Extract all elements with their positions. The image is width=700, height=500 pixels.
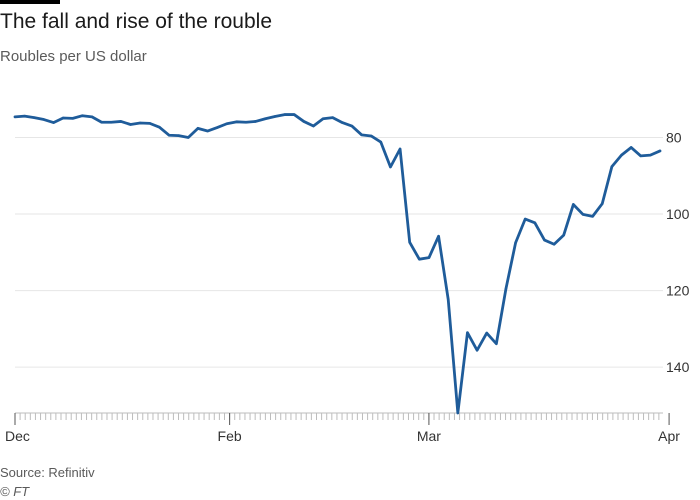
data-point [408,241,411,244]
data-point [71,117,74,120]
data-point [620,153,623,157]
data-point [581,213,585,216]
data-point [610,165,614,168]
data-point [90,115,94,119]
data-point [649,153,652,157]
x-tick-label-dec: Dec [5,428,30,444]
data-point [629,146,633,149]
data-point [475,349,479,352]
data-point [206,129,209,133]
data-point [235,120,238,124]
data-point [552,243,556,246]
data-point [244,121,248,124]
data-point [639,154,642,158]
data-point [427,256,431,259]
data-point [466,331,469,334]
data-point [42,118,46,121]
data-point [254,120,257,123]
data-point [292,113,296,116]
data-point [572,203,575,206]
data-point [23,114,26,118]
top-rule [0,0,60,4]
data-point [158,125,161,129]
data-point [369,134,373,138]
data-point [100,121,103,124]
chart-title: The fall and rise of the rouble [0,10,272,33]
data-point [13,115,17,119]
data-point [543,238,546,242]
data-point [321,117,325,120]
data-point [148,122,151,125]
data-point [273,115,277,118]
data-point [110,121,113,124]
data-point [187,136,190,139]
data-point [601,202,604,205]
data-point [485,331,488,335]
y-tick-label-80: 80 [666,130,682,146]
data-point [177,134,180,137]
data-point [138,121,142,125]
data-point [33,116,36,119]
data-point [447,298,450,301]
copyright-note: © FT [0,484,30,499]
x-tick-label-mar: Mar [417,428,441,444]
data-point [504,287,508,290]
data-point [283,113,286,116]
line-chart: 80 100 120 140 Dec Feb Mar Apr [5,113,690,444]
y-tick-label-100: 100 [666,206,690,222]
data-point [418,257,421,261]
data-point [360,133,363,137]
data-point [81,114,84,117]
y-tick-label-120: 120 [666,283,690,299]
data-point [591,215,594,218]
data-point [398,147,402,151]
data-point [302,120,306,123]
y-tick-label-140: 140 [666,359,690,375]
data-point [312,124,315,128]
data-point [658,149,662,153]
x-tick-label-feb: Feb [218,428,242,444]
data-point [514,241,517,244]
data-point [225,122,228,125]
data-point [61,116,65,120]
data-point [215,126,219,129]
data-point [437,235,440,238]
data-point [524,217,527,221]
chart-subtitle: Roubles per US dollar [0,48,147,65]
data-point [379,140,383,144]
data-point [129,123,132,126]
data-point [119,120,123,123]
data-point [350,124,354,128]
data-point [562,233,565,237]
data-point [456,411,460,415]
data-point [331,116,334,119]
series-line-rouble [13,113,662,415]
data-point [52,121,55,124]
data-point [389,165,392,169]
data-point [264,117,267,120]
data-point [196,127,200,130]
data-point [167,134,171,137]
x-tick-label-apr: Apr [658,428,680,444]
data-point [495,342,498,345]
data-point [341,121,344,124]
data-point [533,221,537,225]
source-note: Source: Refinitiv [0,465,95,480]
